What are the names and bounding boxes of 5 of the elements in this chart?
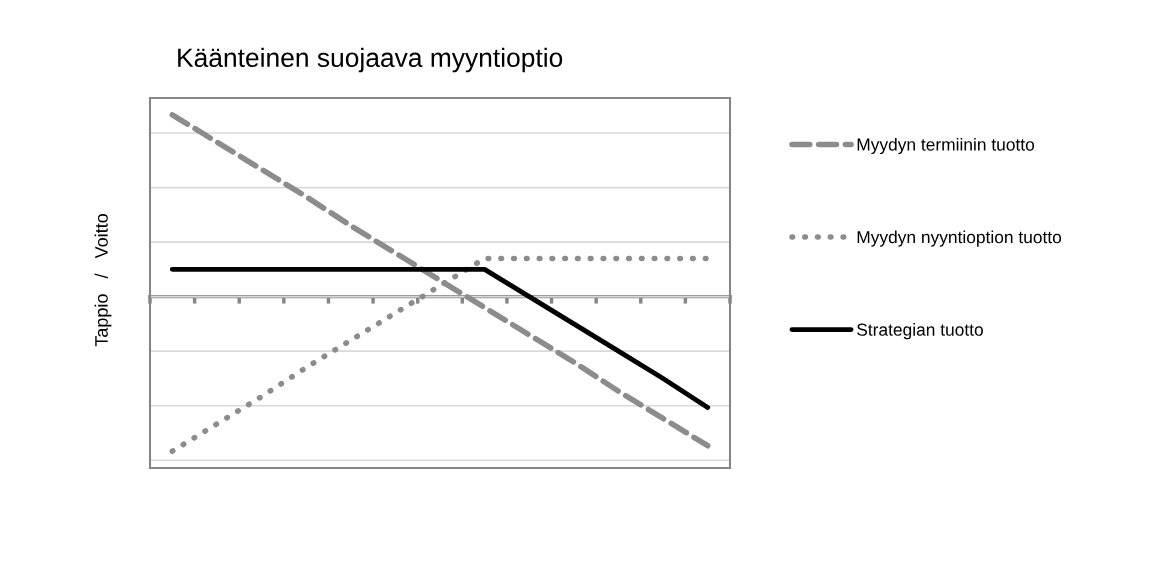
legend-label: Myydyn termiinin tuotto	[857, 137, 1035, 155]
y-axis-title: Tappio / Voitto	[94, 214, 112, 347]
legend-label: Strategian tuotto	[857, 323, 983, 340]
chart-title: Käänteinen suojaava myyntioptio	[178, 47, 563, 73]
legend-label: Myydyn nyyntioption tuotto	[857, 230, 1062, 247]
